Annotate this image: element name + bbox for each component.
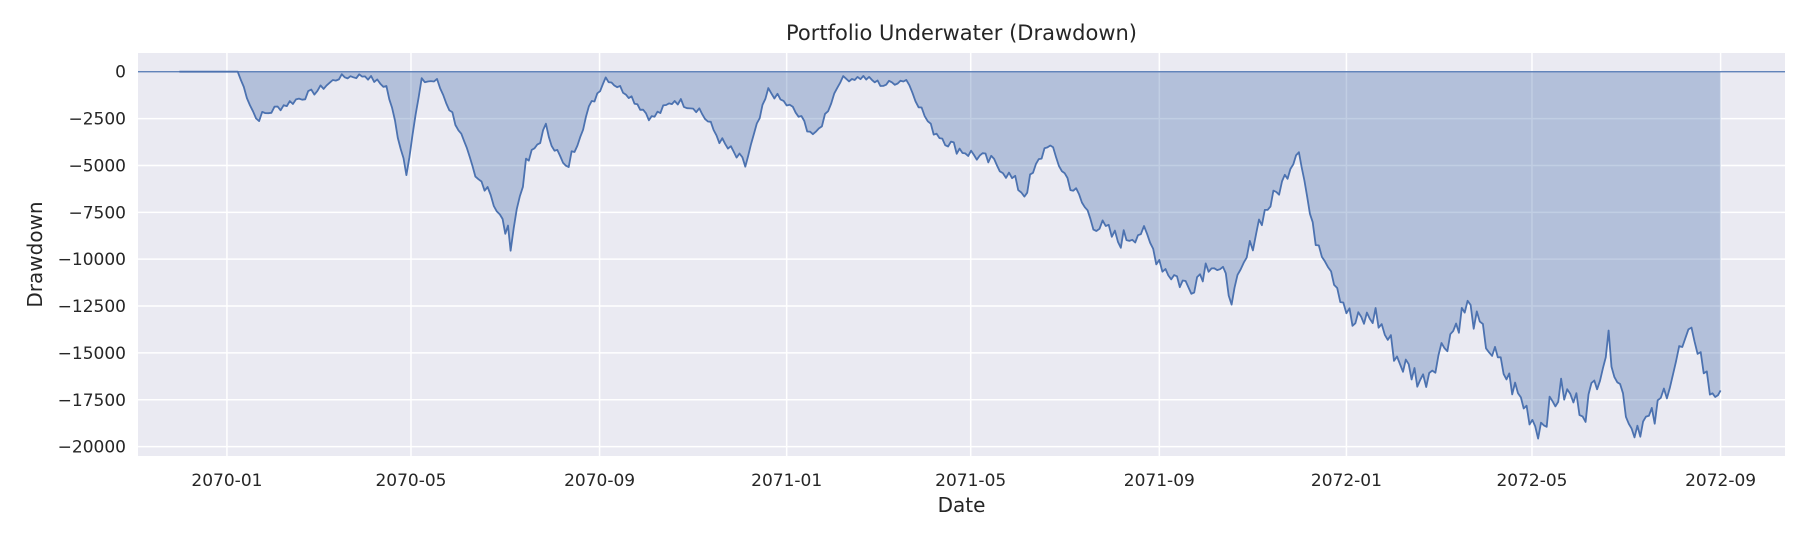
y-tick-label: −15000 <box>58 344 126 364</box>
x-tick-label: 2070-01 <box>191 471 262 491</box>
y-tick-label: −10000 <box>58 250 126 270</box>
x-tick-label: 2072-09 <box>1685 471 1756 491</box>
x-tick-labels: 2070-01 2070-05 2070-09 2071-01 2071-05 2071-… <box>191 471 1756 491</box>
x-tick-label: 2070-09 <box>564 471 635 491</box>
x-tick-label: 2070-05 <box>375 471 446 491</box>
x-axis-title: Date <box>938 493 986 517</box>
chart-title: Portfolio Underwater (Drawdown) <box>786 21 1137 45</box>
plot-area <box>138 53 1785 456</box>
x-tick-label: 2072-05 <box>1496 471 1567 491</box>
y-tick-label: −20000 <box>58 438 126 458</box>
drawdown-series-line <box>179 70 1722 440</box>
x-tick-label: 2071-01 <box>751 471 822 491</box>
y-tick-label: −5000 <box>68 156 126 176</box>
y-tick-label: −17500 <box>58 391 126 411</box>
y-tick-label: −2500 <box>68 110 126 130</box>
y-tick-label: −7500 <box>68 203 126 223</box>
y-tick-label: −12500 <box>58 297 126 317</box>
x-tick-label: 2071-09 <box>1124 471 1195 491</box>
y-axis-title: Drawdown <box>23 201 47 307</box>
x-tick-label: 2071-05 <box>935 471 1006 491</box>
grid-lines <box>138 53 1785 456</box>
y-tick-label: 0 <box>115 63 126 83</box>
y-tick-labels: 0 −2500 −5000 −7500 −10000 −12500 −15000 −17500… <box>58 63 126 458</box>
x-tick-label: 2072-01 <box>1311 471 1382 491</box>
